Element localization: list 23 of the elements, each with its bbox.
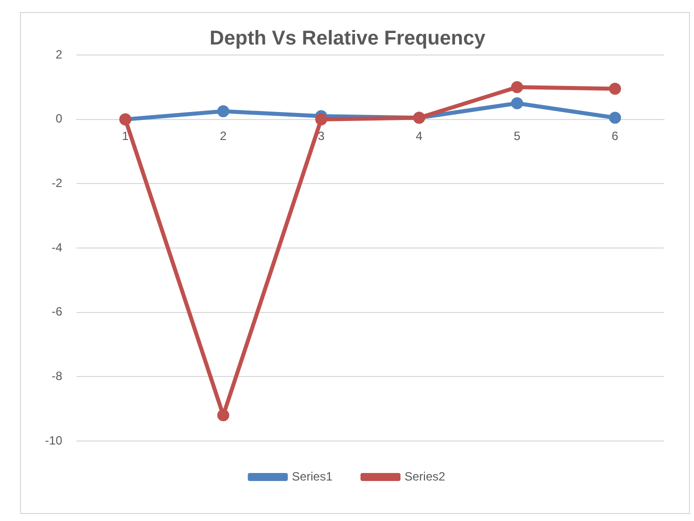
point [609,82,622,95]
y-tick-label: 0 [56,112,63,126]
x-tick-label: 1 [122,128,129,143]
point [511,97,524,110]
legend-label: Series1 [292,469,333,484]
point [217,105,230,118]
point [217,409,230,422]
point [315,113,328,126]
x-tick-label: 5 [514,128,521,143]
y-tick-label: -8 [52,368,63,383]
y-tick-label: -4 [52,240,63,254]
x-tick-label: 2 [220,128,227,143]
x-tick-label: 4 [416,128,423,143]
y-tick-label: 2 [56,47,63,62]
point [511,81,524,94]
y-tick-label: -10 [45,433,63,448]
y-tick-label: -2 [52,176,63,190]
legend-label: Series2 [404,469,446,484]
x-tick-label: 6 [612,128,619,143]
chart-title: Depth Vs Relative Frequency [210,28,486,50]
x-tick-label: 3 [318,128,325,143]
y-tick-label: -6 [52,304,63,319]
point [609,112,622,124]
